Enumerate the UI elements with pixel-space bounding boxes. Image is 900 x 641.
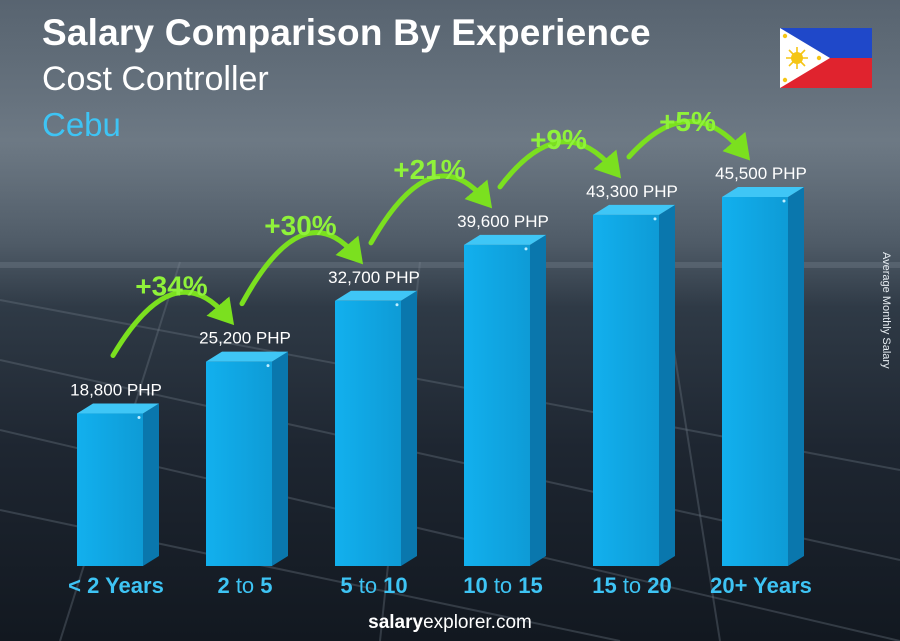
growth-label-2: +21% (393, 154, 465, 185)
growth-arrow-4 (626, 118, 751, 161)
bar-side-2 (401, 290, 417, 566)
location-label: Cebu (42, 106, 121, 143)
value-label-3: 39,600 PHP (457, 212, 549, 231)
bar-top-4 (593, 204, 675, 215)
category-label-3-start: 10 (463, 573, 487, 598)
value-label-0: 18,800 PHP (70, 381, 162, 400)
bar-sparkle-1 (266, 364, 270, 368)
bar-4 (593, 214, 659, 567)
value-label-5: 45,500 PHP (715, 164, 807, 183)
category-label-1: 2 to 5 (217, 573, 272, 598)
bar-side-0 (143, 403, 159, 566)
bar-side-4 (659, 204, 675, 567)
bar-top-5 (722, 187, 804, 197)
bar-5 (722, 197, 788, 566)
growth-arrow-2 (368, 173, 493, 246)
bar-3 (464, 244, 530, 566)
bar-top-1 (206, 351, 288, 362)
chart-title: Salary Comparison By Experience (42, 12, 651, 53)
y-axis-label: Average Monthly Salary (880, 252, 892, 369)
category-label-5-start: 20+ Years (710, 573, 812, 598)
category-label-1-end: 5 (260, 573, 272, 598)
category-label-3-end: 15 (518, 573, 542, 598)
growth-label-0: +34% (135, 271, 207, 302)
bar-side-1 (272, 351, 288, 566)
growth-label-1: +30% (264, 210, 336, 241)
bar-top-0 (77, 403, 159, 414)
category-label-2: 5 to 10 (340, 573, 407, 598)
bar-top-2 (335, 290, 417, 301)
category-label-1-mid: to (230, 573, 261, 598)
footer-brand: salaryexplorer.com (0, 612, 900, 634)
category-label-4-start: 15 (592, 573, 616, 598)
category-label-1-start: 2 (217, 573, 229, 598)
growth-label-4: +5% (659, 106, 716, 137)
category-label-0: < 2 Years (68, 573, 164, 598)
category-label-3-mid: to (488, 573, 519, 598)
bar-sparkle-3 (524, 247, 528, 251)
bar-0 (77, 413, 143, 566)
category-label-0-start: < 2 Years (68, 573, 164, 598)
bar-sparkle-4 (653, 217, 657, 221)
bar-sparkle-2 (395, 303, 399, 307)
growth-arrow-0 (110, 289, 235, 359)
growth-arrow-1 (239, 230, 364, 307)
category-label-2-end: 10 (383, 573, 407, 598)
category-label-2-start: 5 (340, 573, 352, 598)
category-label-4: 15 to 20 (592, 573, 672, 598)
value-label-4: 43,300 PHP (586, 182, 678, 201)
bar-side-3 (530, 234, 546, 566)
bar-2 (335, 300, 401, 566)
growth-arrow-3 (497, 139, 622, 190)
bar-top-3 (464, 234, 546, 245)
bar-sparkle-5 (782, 199, 786, 203)
bar-1 (206, 361, 272, 566)
footer-brand-rest: explorer.com (423, 612, 532, 633)
category-label-4-end: 20 (647, 573, 671, 598)
category-label-4-mid: to (617, 573, 648, 598)
philippines-flag-icon (780, 28, 872, 88)
growth-label-3: +9% (530, 124, 587, 155)
category-label-5: 20+ Years (710, 573, 812, 598)
bar-side-5 (788, 187, 804, 566)
job-title: Cost Controller (42, 60, 269, 98)
category-label-2-mid: to (353, 573, 384, 598)
value-label-1: 25,200 PHP (199, 329, 291, 348)
value-label-2: 32,700 PHP (328, 268, 420, 287)
category-label-3: 10 to 15 (463, 573, 543, 598)
footer-brand-bold: salary (368, 612, 424, 633)
bar-sparkle-0 (137, 416, 141, 420)
